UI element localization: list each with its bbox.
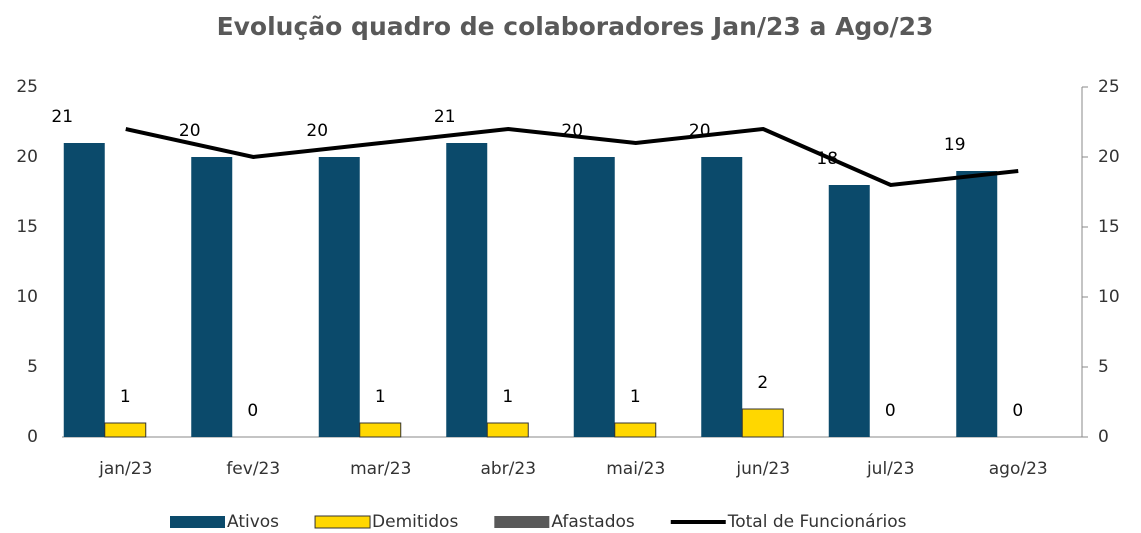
bar bbox=[486, 422, 529, 438]
bar bbox=[359, 422, 402, 438]
y-tick-label: 25 bbox=[16, 77, 38, 97]
value-label: 1 bbox=[120, 387, 131, 407]
value-label: 20 bbox=[179, 121, 201, 141]
y2-tick-label: 20 bbox=[1098, 147, 1120, 167]
y2-tick-label: 15 bbox=[1098, 217, 1120, 237]
value-label: 21 bbox=[51, 107, 73, 127]
y-tick-label: 0 bbox=[27, 427, 38, 447]
value-label: 19 bbox=[944, 135, 966, 155]
legend-label: Afastados bbox=[551, 512, 635, 532]
bar bbox=[828, 185, 870, 437]
x-tick-label: jul/23 bbox=[866, 459, 915, 479]
legend-label: Total de Funcionários bbox=[727, 512, 907, 532]
y2-tick-label: 10 bbox=[1098, 287, 1120, 307]
bar bbox=[446, 143, 488, 437]
legend-swatch bbox=[170, 516, 225, 528]
legend-swatch bbox=[314, 515, 371, 529]
bar bbox=[614, 422, 657, 438]
total-line bbox=[125, 126, 1019, 188]
bar bbox=[956, 171, 998, 437]
y-tick-label: 15 bbox=[16, 217, 38, 237]
x-tick-label: mai/23 bbox=[606, 459, 665, 479]
value-label: 21 bbox=[434, 107, 456, 127]
bar bbox=[741, 408, 784, 438]
value-label: 0 bbox=[247, 401, 258, 421]
x-tick-label: ago/23 bbox=[989, 459, 1048, 479]
x-tick-label: mar/23 bbox=[350, 459, 411, 479]
bar bbox=[63, 143, 105, 437]
x-tick-label: jun/23 bbox=[735, 459, 790, 479]
value-label: 1 bbox=[630, 387, 641, 407]
x-tick-label: jan/23 bbox=[98, 459, 152, 479]
bar bbox=[318, 157, 360, 437]
bar bbox=[701, 157, 743, 437]
legend-label: Ativos bbox=[227, 512, 279, 532]
y2-tick-label: 25 bbox=[1098, 77, 1120, 97]
y-tick-label: 20 bbox=[16, 147, 38, 167]
legend-swatch bbox=[494, 516, 550, 528]
value-label: 1 bbox=[375, 387, 386, 407]
bar bbox=[191, 157, 233, 437]
legend-label: Demitidos bbox=[372, 512, 458, 532]
y-tick-label: 5 bbox=[27, 357, 38, 377]
chart-title: Evolução quadro de colaboradores Jan/23 … bbox=[217, 12, 934, 41]
value-label: 20 bbox=[306, 121, 328, 141]
value-label: 1 bbox=[502, 387, 513, 407]
bar bbox=[104, 422, 147, 438]
y-tick-label: 10 bbox=[16, 287, 38, 307]
y2-tick-label: 5 bbox=[1098, 357, 1109, 377]
x-tick-label: abr/23 bbox=[480, 459, 536, 479]
y2-tick-label: 0 bbox=[1098, 427, 1109, 447]
value-label: 2 bbox=[757, 373, 768, 393]
value-label: 0 bbox=[1012, 401, 1023, 421]
bar bbox=[573, 157, 615, 437]
value-label: 0 bbox=[885, 401, 896, 421]
x-tick-label: fev/23 bbox=[226, 459, 280, 479]
